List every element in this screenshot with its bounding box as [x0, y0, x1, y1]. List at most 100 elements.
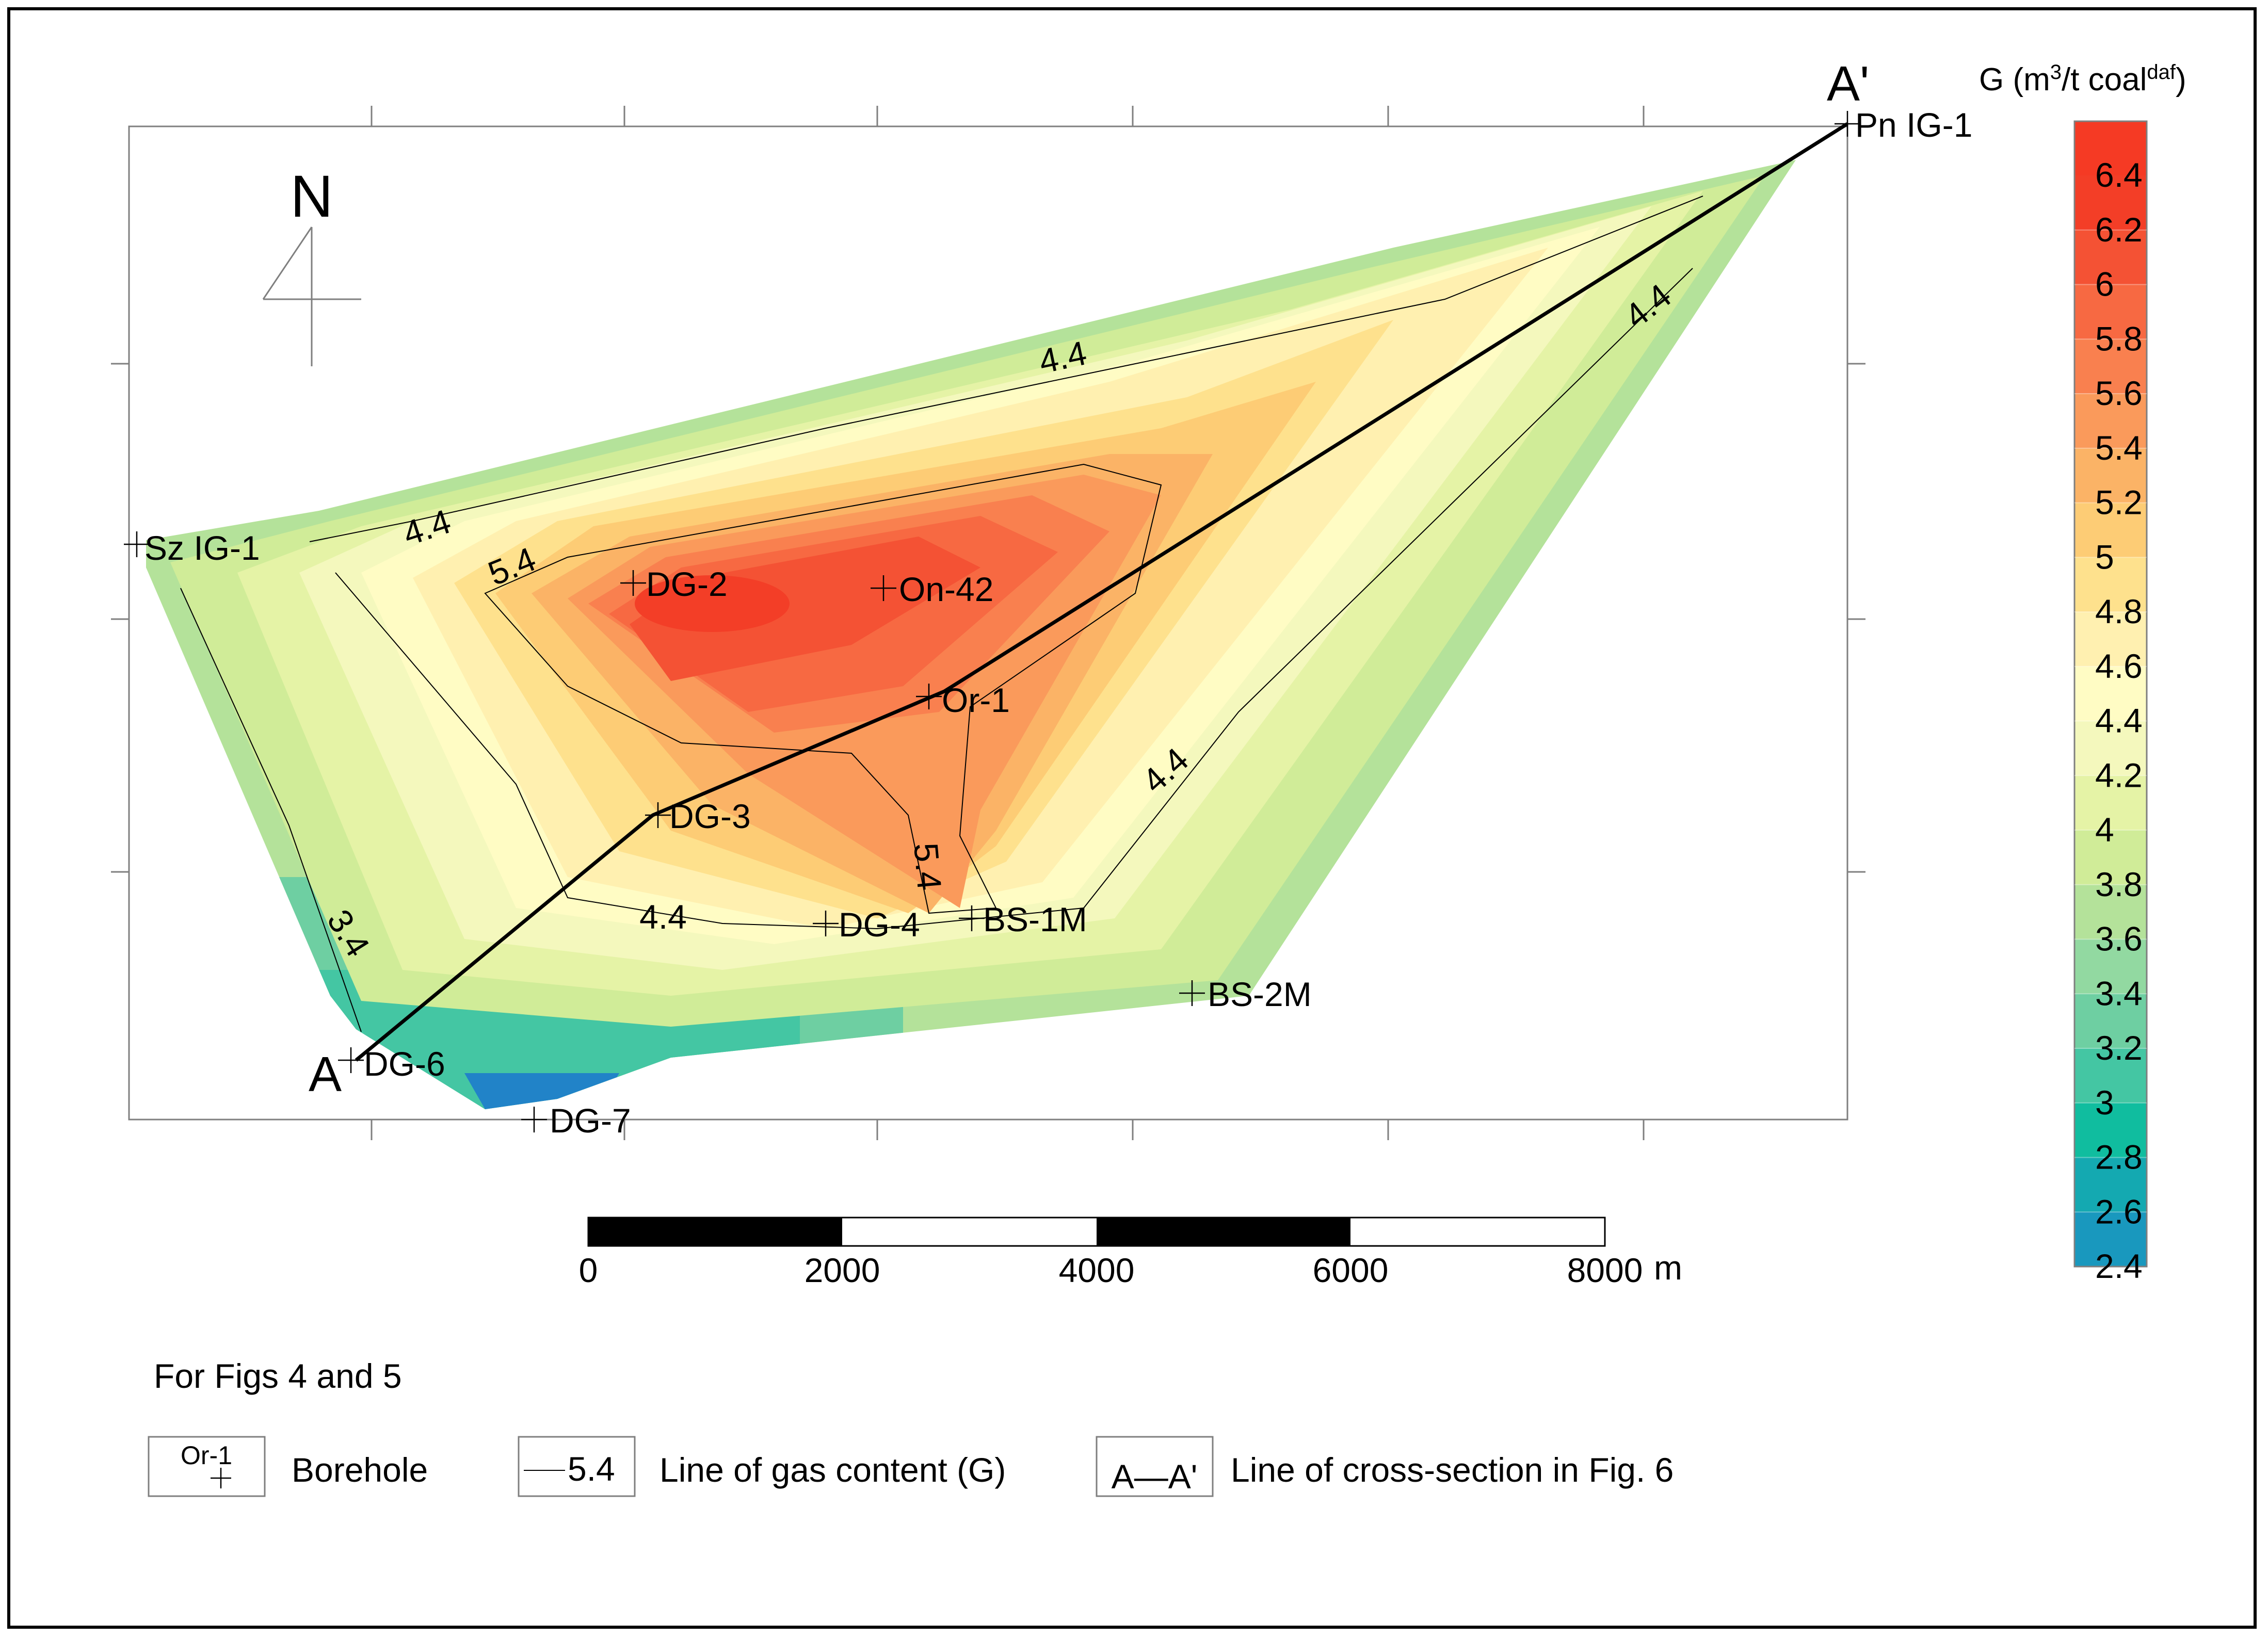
- colorbar-tick-label: 5.4: [2095, 429, 2143, 467]
- scale-tick-label: 0: [579, 1251, 598, 1289]
- zone-6-4: [635, 575, 790, 632]
- colorbar-tick-label: 6.2: [2095, 210, 2143, 249]
- contour-label: 4.4: [639, 898, 687, 936]
- map-ticks: [111, 106, 1865, 1140]
- colorbar-cell: [2074, 775, 2147, 831]
- legend-contour-symbol-text: 5.4: [568, 1450, 615, 1488]
- borehole-label: DG-7: [550, 1101, 631, 1140]
- contour-line-5-4: [484, 463, 1162, 914]
- colorbar-cell: [2074, 666, 2147, 721]
- section-end-label: A': [1827, 56, 1869, 111]
- legend-borehole-marker: [211, 1468, 231, 1488]
- north-label: N: [290, 164, 333, 230]
- colorbar-title-mid: /t coal: [2062, 62, 2147, 98]
- colorbar-tick-label: 4: [2095, 811, 2114, 849]
- colorbar-tick-label: 4.2: [2095, 756, 2143, 794]
- colorbar-tick-label: 4.6: [2095, 647, 2143, 685]
- borehole-label: Sz IG-1: [144, 529, 260, 567]
- figure-frame: [7, 7, 2257, 1629]
- map-border: [128, 125, 1848, 1121]
- borehole-marker-dg-2: [620, 570, 646, 596]
- borehole-label: DG-2: [646, 565, 728, 603]
- legend-caption: For Figs 4 and 5: [154, 1357, 402, 1395]
- colorbar-frame: [2073, 120, 2148, 1268]
- colorbar-tick-label: 5.6: [2095, 374, 2143, 412]
- colorbar-cell: [2074, 1048, 2147, 1104]
- colorbar-cell: [2074, 830, 2147, 885]
- colorbar-cell: [2074, 339, 2147, 394]
- legend: For Figs 4 and 5 Or-1 Borehole 5.4 Line …: [148, 1357, 1674, 1497]
- scale-tick-label: 6000: [1313, 1251, 1389, 1289]
- borehole-marker-or-1: [916, 684, 942, 709]
- colorbar-cell: [2074, 448, 2147, 503]
- colorbar-tick-label: 3.2: [2095, 1029, 2143, 1067]
- borehole-label: BS-2M: [1208, 975, 1312, 1013]
- colorbar-title-sup1: 3: [2050, 61, 2062, 84]
- legend-contour-box: [518, 1436, 636, 1497]
- borehole-marker-dg-6: [338, 1047, 364, 1073]
- colorbar-cell: [2074, 1157, 2147, 1212]
- colorbar-tick-label: 5: [2095, 538, 2114, 576]
- colorbar-cell: [2074, 939, 2147, 994]
- colorbar-cell: [2074, 175, 2147, 231]
- colorbar-cell: [2074, 994, 2147, 1049]
- legend-borehole-symbol-text: Or-1: [181, 1441, 232, 1470]
- borehole-label: On-42: [899, 570, 993, 608]
- colorbar-cell: [2074, 557, 2147, 612]
- legend-borehole-label: Borehole: [292, 1451, 428, 1489]
- scale-tick-label: 4000: [1059, 1251, 1135, 1289]
- scale-bar-segment-3: [1097, 1218, 1350, 1246]
- scale-unit: m: [1654, 1249, 1682, 1287]
- colorbar-cell: [2074, 503, 2147, 558]
- borehole-label: DG-3: [669, 797, 751, 835]
- gas-content-surface: [146, 160, 1796, 1109]
- colorbar-title: G (m3/t coaldaf): [1979, 61, 2186, 98]
- borehole-label: DG-4: [839, 905, 920, 944]
- borehole-marker-bs-2m: [1179, 980, 1205, 1006]
- contour-lines: [180, 196, 1703, 1032]
- colorbar-tick-label: 6.4: [2095, 156, 2143, 194]
- colorbar-tick-label: 3.4: [2095, 974, 2143, 1012]
- zone-6-2: [630, 537, 980, 681]
- scale-bar-segment-1: [588, 1218, 842, 1246]
- colorbar-cell: [2074, 121, 2147, 175]
- colorbar-title-sup2: daf: [2147, 61, 2176, 84]
- colorbar-cell: [2074, 1212, 2147, 1267]
- borehole-label: Or-1: [942, 681, 1010, 719]
- cross-section-line: [355, 122, 1848, 1062]
- colorbar-cell: [2074, 284, 2147, 339]
- borehole-marker-dg-7: [521, 1107, 547, 1132]
- borehole-marker-dg-4: [813, 911, 839, 936]
- section-start-label: A: [309, 1047, 342, 1102]
- borehole-marker-bs-1m: [959, 905, 985, 931]
- borehole-labels: Pn IG-1 Sz IG-1 DG-2 On-42 Or-1 DG-3 DG-…: [144, 106, 1972, 1140]
- colorbar-cell: [2074, 612, 2147, 667]
- colorbar-tick-label: 4.8: [2095, 592, 2143, 630]
- contour-line-4-4-north: [309, 196, 1703, 542]
- borehole-markers: [124, 111, 1860, 1132]
- contour-line-4-4-south: [335, 268, 1693, 930]
- legend-section-symbol-text: A—A': [1112, 1457, 1198, 1496]
- legend-section-label: Line of cross-section in Fig. 6: [1231, 1451, 1674, 1489]
- colorbar-tick-label: 2.4: [2095, 1247, 2143, 1285]
- legend-borehole-box: [148, 1436, 266, 1497]
- colorbar-cell: [2074, 230, 2147, 285]
- borehole-marker-dg-3: [645, 802, 671, 828]
- colorbar-cell: [2074, 884, 2147, 939]
- colorbar-cell: [2074, 1103, 2147, 1158]
- contour-line-3-4: [180, 588, 362, 1032]
- legend-section-box: [1096, 1436, 1214, 1497]
- scale-tick-label: 2000: [805, 1251, 880, 1289]
- borehole-marker-sz-ig-1: [124, 531, 150, 557]
- contour-label: 5.4: [907, 841, 949, 892]
- legend-contour-label: Line of gas content (G): [660, 1451, 1006, 1489]
- colorbar-title-main: G (m: [1979, 62, 2050, 98]
- colorbar-tick-label: 5.8: [2095, 319, 2143, 358]
- colorbar-tick-label: 3.8: [2095, 865, 2143, 903]
- colorbar-tick-label: 3.6: [2095, 920, 2143, 958]
- colorbar-tick-label: 5.2: [2095, 483, 2143, 522]
- colorbar-title-end: ): [2176, 62, 2186, 98]
- borehole-label: Pn IG-1: [1855, 106, 1972, 144]
- borehole-label: BS-1M: [983, 900, 1087, 938]
